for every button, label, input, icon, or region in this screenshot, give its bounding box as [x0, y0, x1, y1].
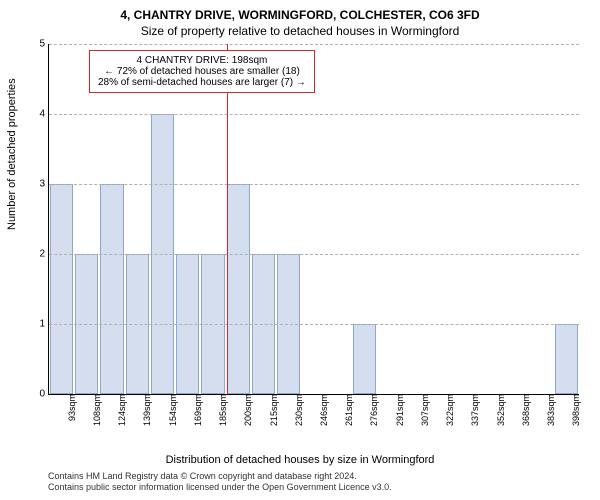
y-tick-label: 3 [39, 179, 49, 190]
annotation-box: 4 CHANTRY DRIVE: 198sqm← 72% of detached… [89, 50, 315, 93]
x-tick-label: 108sqm [90, 394, 102, 426]
gridline [49, 114, 579, 115]
x-axis-label: Distribution of detached houses by size … [0, 454, 600, 466]
x-tick-label: 215sqm [267, 394, 279, 426]
footer-line1: Contains HM Land Registry data © Crown c… [48, 471, 392, 483]
chart-container: 4, CHANTRY DRIVE, WORMINGFORD, COLCHESTE… [0, 0, 600, 500]
reference-line [227, 44, 228, 394]
annotation-line1: 4 CHANTRY DRIVE: 198sqm [98, 55, 306, 66]
chart-title-line1: 4, CHANTRY DRIVE, WORMINGFORD, COLCHESTE… [0, 8, 600, 22]
y-tick-label: 2 [39, 249, 49, 260]
x-tick-label: 200sqm [241, 394, 253, 426]
bar [100, 184, 123, 394]
x-tick-label: 139sqm [140, 394, 152, 426]
x-tick-label: 246sqm [317, 394, 329, 426]
y-tick-label: 4 [39, 109, 49, 120]
plot-area: 01234593sqm108sqm124sqm139sqm154sqm169sq… [48, 44, 579, 395]
x-tick-label: 93sqm [65, 394, 77, 421]
x-tick-label: 230sqm [292, 394, 304, 426]
x-tick-label: 154sqm [166, 394, 178, 426]
x-tick-label: 368sqm [519, 394, 531, 426]
x-tick-label: 185sqm [216, 394, 228, 426]
y-tick-label: 5 [39, 39, 49, 50]
y-tick-label: 0 [39, 389, 49, 400]
x-tick-label: 124sqm [115, 394, 127, 426]
x-tick-label: 307sqm [418, 394, 430, 426]
x-tick-label: 322sqm [443, 394, 455, 426]
x-tick-label: 398sqm [569, 394, 581, 426]
bar [227, 184, 250, 394]
x-tick-label: 383sqm [544, 394, 556, 426]
x-tick-label: 291sqm [393, 394, 405, 426]
x-tick-label: 261sqm [342, 394, 354, 426]
y-tick-label: 1 [39, 319, 49, 330]
annotation-line2: ← 72% of detached houses are smaller (18… [98, 66, 306, 77]
gridline [49, 324, 579, 325]
footer: Contains HM Land Registry data © Crown c… [48, 471, 392, 494]
bars-group [49, 44, 579, 394]
y-axis-label: Number of detached properties [6, 78, 18, 230]
bar [555, 324, 578, 394]
x-tick-label: 352sqm [494, 394, 506, 426]
gridline [49, 44, 579, 45]
annotation-line3: 28% of semi-detached houses are larger (… [98, 77, 306, 88]
chart-title-line2: Size of property relative to detached ho… [0, 24, 600, 38]
x-tick-label: 337sqm [468, 394, 480, 426]
footer-line2: Contains public sector information licen… [48, 482, 392, 494]
gridline [49, 184, 579, 185]
bar [353, 324, 376, 394]
x-tick-label: 169sqm [191, 394, 203, 426]
x-tick-label: 276sqm [367, 394, 379, 426]
bar [50, 184, 73, 394]
gridline [49, 254, 579, 255]
